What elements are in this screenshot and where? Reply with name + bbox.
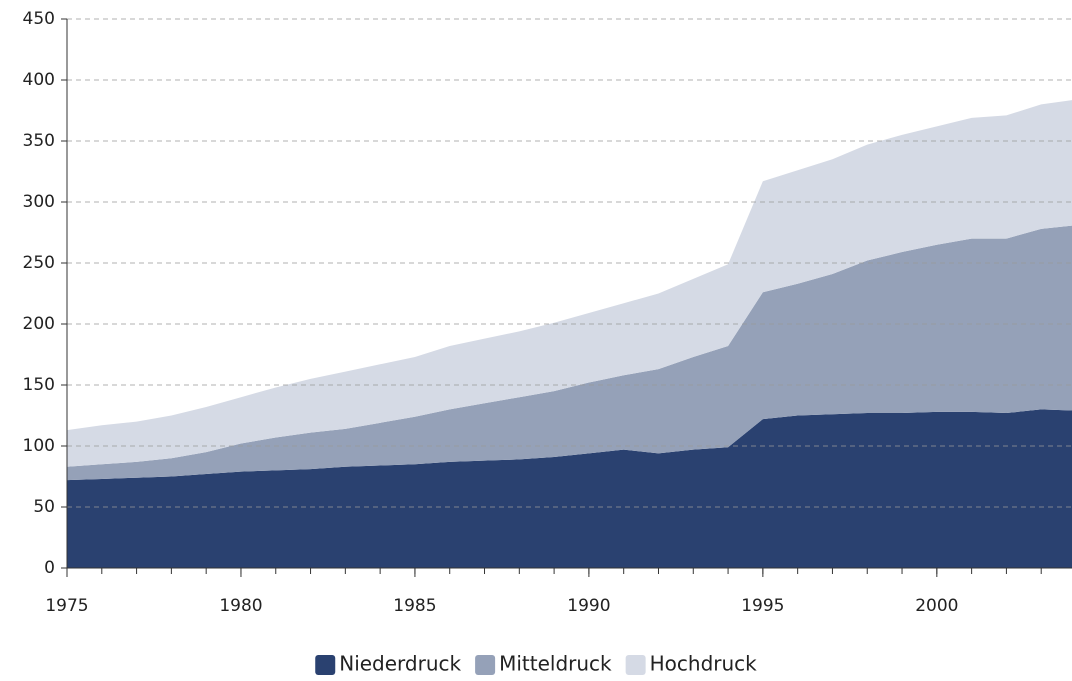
y-tick-label: 150 [23,375,55,395]
legend-swatch [625,655,646,675]
legend-label: Hochdruck [650,652,758,676]
y-tick-label: 100 [23,436,55,456]
x-tick-label: 1980 [219,596,262,616]
area [67,100,1072,467]
x-tick-label: 2000 [915,596,958,616]
x-tick-label: 1995 [741,596,784,616]
x-tick-label: 1990 [567,596,610,616]
y-tick-label: 250 [23,253,55,273]
area [67,225,1072,481]
legend-swatch [475,655,496,675]
y-tick-label: 450 [23,9,55,29]
legend-swatch [315,655,336,675]
y-tick-label: 300 [23,192,55,212]
x-tick-label: 1985 [393,596,436,616]
y-tick-label: 350 [23,131,55,151]
legend-label: Mitteldruck [499,652,612,676]
x-tick-label: 1975 [45,596,88,616]
legend-label: Niederdruck [339,652,461,676]
y-tick-label: 0 [44,558,55,578]
y-tick-label: 400 [23,70,55,90]
area [67,409,1072,568]
y-tick-label: 200 [23,314,55,334]
y-tick-label: 50 [33,497,55,517]
